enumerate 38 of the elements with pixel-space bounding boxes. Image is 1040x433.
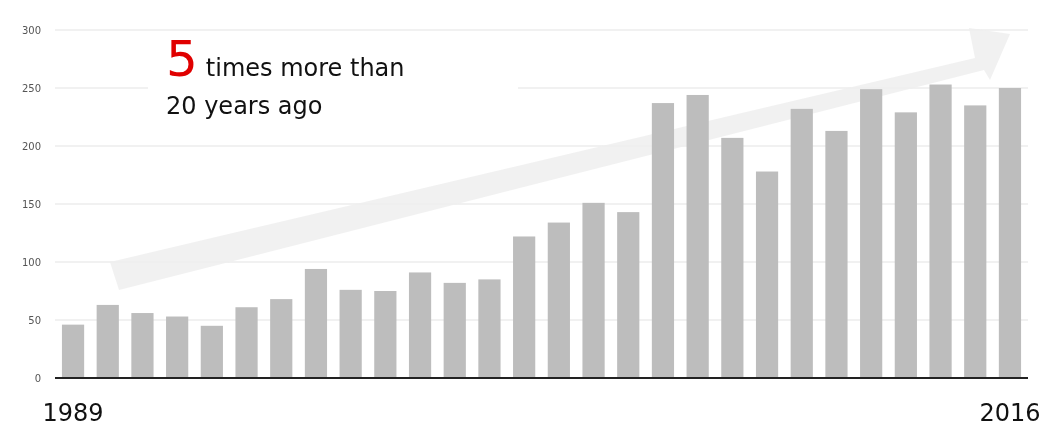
y-tick-label: 250 [21, 82, 41, 94]
y-tick-label: 50 [28, 314, 41, 326]
bar [686, 94, 709, 378]
y-tick-label: 100 [21, 256, 41, 268]
y-tick-label: 300 [21, 24, 41, 36]
bar [964, 105, 987, 378]
bar [721, 137, 744, 378]
bar [131, 313, 154, 378]
bar [339, 289, 362, 378]
bar [235, 307, 258, 378]
y-tick-label: 150 [21, 198, 41, 210]
x-tick-label: 1989 [42, 399, 104, 427]
bar [617, 212, 640, 378]
bar [478, 279, 501, 378]
x-tick-label: 2016 [979, 399, 1040, 427]
bar [860, 89, 883, 378]
bar [547, 222, 570, 378]
annotation: 5 times more than 20 years ago [166, 30, 405, 120]
bar [408, 272, 432, 378]
bar [96, 304, 119, 378]
bar [894, 112, 917, 378]
y-tick-label: 0 [34, 372, 41, 384]
bar [513, 236, 536, 378]
bar [825, 130, 848, 378]
bar [166, 316, 189, 378]
bar [270, 299, 293, 378]
bar [790, 108, 813, 378]
bar [929, 84, 952, 378]
bar [755, 171, 779, 378]
bar [582, 202, 605, 378]
bar [443, 282, 466, 378]
bar [651, 103, 675, 378]
bar [200, 325, 223, 378]
y-tick-label: 200 [21, 140, 41, 152]
bar [998, 88, 1022, 378]
bar [61, 324, 85, 378]
bar [374, 291, 397, 378]
bar [304, 268, 328, 378]
